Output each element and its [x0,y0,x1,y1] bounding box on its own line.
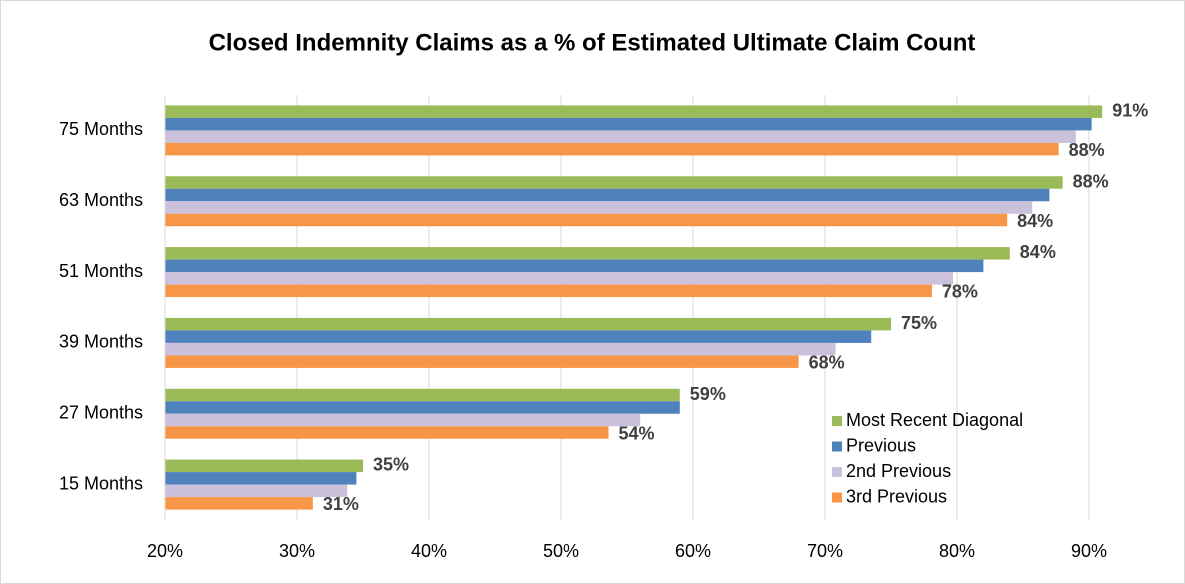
data-label: 84% [1020,242,1056,262]
data-label: 75% [901,313,937,333]
bar [165,459,363,473]
x-tick-label: 90% [1071,541,1107,561]
data-label: 91% [1112,100,1148,120]
bar [165,388,680,402]
bar [165,472,357,485]
bar [165,284,932,298]
data-label: 59% [690,384,726,404]
x-tick-label: 40% [411,541,447,561]
x-tick-label: 70% [807,541,843,561]
bar [165,130,1076,143]
y-tick-label: 39 Months [59,332,143,352]
x-tick-label: 30% [279,541,315,561]
y-tick-label: 63 Months [59,190,143,210]
bar [165,247,1010,260]
legend-swatch [832,492,842,503]
x-tick-label: 20% [147,541,183,561]
legend-swatch [832,441,842,452]
bar [165,355,799,368]
x-tick-label: 60% [675,541,711,561]
bar [165,117,1092,131]
chart-title: Closed Indemnity Claims as a % of Estima… [209,29,976,56]
bar [165,426,609,439]
data-label: 35% [373,455,409,475]
y-tick-label: 27 Months [59,403,143,423]
y-tick-label: 15 Months [59,473,143,493]
bar [165,484,348,498]
bar [165,497,313,510]
data-label: 84% [1017,211,1053,231]
legend-label: Previous [846,435,916,455]
legend-label: 3rd Previous [846,486,947,506]
bar [165,330,872,343]
bar [165,188,1050,202]
bar [165,259,984,273]
legend-label: Most Recent Diagonal [846,410,1023,430]
bar [165,213,1008,227]
x-tick-label: 50% [543,541,579,561]
legend-label: 2nd Previous [846,461,951,481]
bar [165,176,1063,189]
bar [165,401,680,414]
bar [165,413,641,427]
legend-swatch [832,416,842,426]
data-label: 68% [809,352,845,372]
bar [165,105,1103,118]
bar [165,201,1033,214]
legend-swatch [832,467,842,477]
data-label: 88% [1069,140,1105,160]
data-label: 54% [619,423,655,443]
bar [165,142,1059,156]
x-tick-label: 80% [939,541,975,561]
data-label: 88% [1073,171,1109,191]
y-tick-label: 75 Months [59,119,143,139]
data-label: 78% [942,282,978,302]
bar [165,272,954,285]
data-label: 31% [323,494,359,514]
y-tick-label: 51 Months [59,261,143,281]
bar [165,317,891,331]
bar [165,342,836,356]
